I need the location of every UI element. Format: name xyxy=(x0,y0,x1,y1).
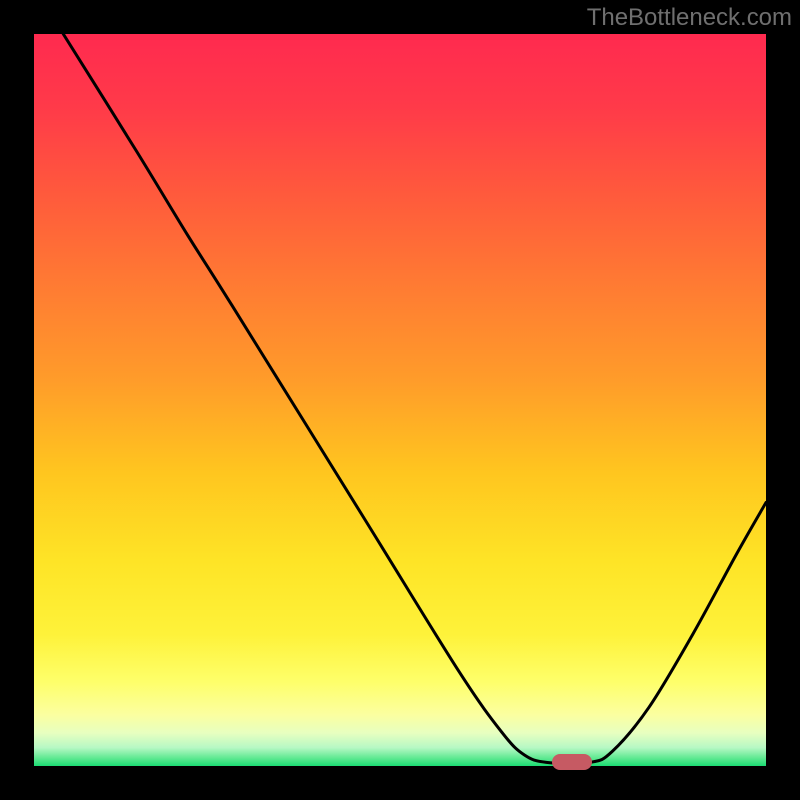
plot-svg xyxy=(34,34,766,766)
chart-container: TheBottleneck.com xyxy=(0,0,800,800)
plot-area xyxy=(34,34,766,766)
watermark-label: TheBottleneck.com xyxy=(587,4,792,32)
optimum-marker xyxy=(552,754,592,770)
gradient-background xyxy=(34,34,766,766)
